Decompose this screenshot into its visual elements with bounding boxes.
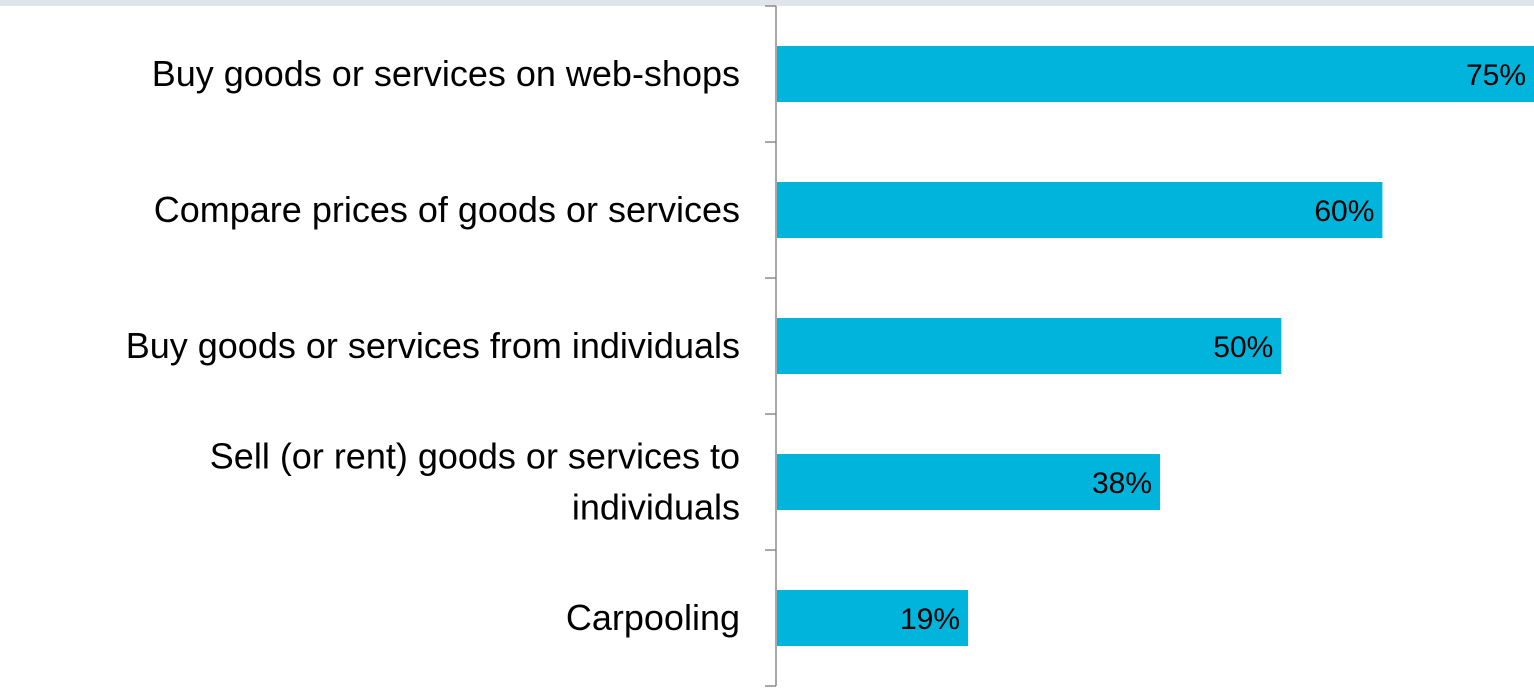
bar bbox=[777, 318, 1282, 374]
value-label: 38% bbox=[1092, 467, 1152, 500]
category-label: Buy goods or services from individuals bbox=[126, 325, 740, 366]
category-label: Sell (or rent) goods or services to bbox=[210, 436, 740, 477]
value-label: 19% bbox=[900, 603, 960, 636]
value-label: 75% bbox=[1466, 59, 1526, 92]
category-label: Compare prices of goods or services bbox=[154, 189, 740, 230]
value-label: 50% bbox=[1213, 331, 1273, 364]
category-label: Carpooling bbox=[566, 597, 740, 638]
value-labels: 75% 60% 50% 38% 19% bbox=[900, 59, 1526, 636]
bars-group bbox=[777, 46, 1534, 646]
bar bbox=[777, 590, 969, 646]
bar bbox=[777, 182, 1383, 238]
bar bbox=[777, 454, 1161, 510]
category-axis bbox=[765, 5, 777, 687]
category-label: Buy goods or services on web-shops bbox=[152, 53, 740, 94]
top-border bbox=[0, 0, 1534, 6]
category-label: individuals bbox=[572, 487, 740, 528]
value-label: 60% bbox=[1314, 195, 1374, 228]
bar bbox=[777, 46, 1534, 102]
category-labels: Buy goods or services on web-shops Compar… bbox=[126, 53, 740, 638]
